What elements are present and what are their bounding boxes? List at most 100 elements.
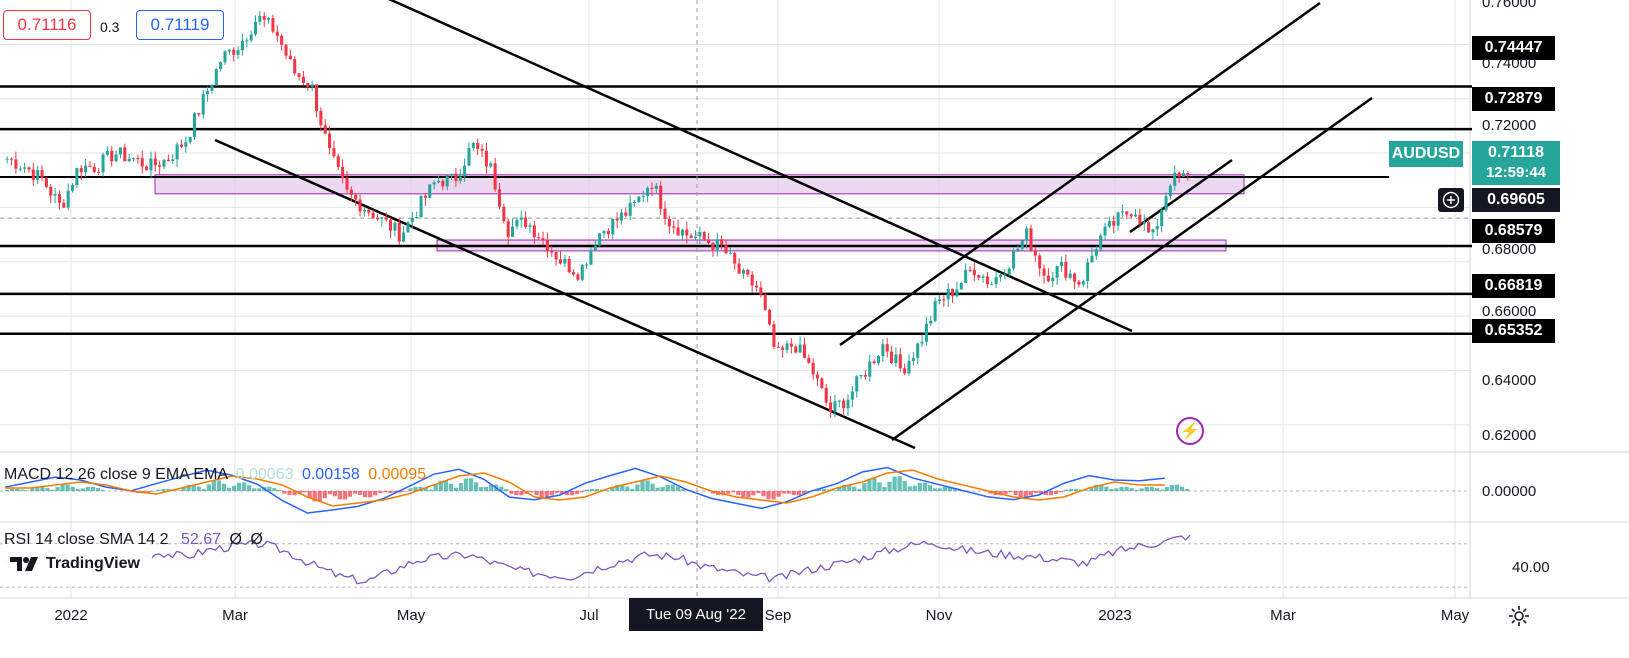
macd-line <box>4 466 1165 514</box>
macd-histogram-bar <box>1028 491 1033 496</box>
macd-signal-line <box>5 469 1165 507</box>
time-tick-3: Jul <box>579 607 599 624</box>
macd-histogram-bar <box>433 484 438 491</box>
candle-body <box>1055 265 1059 278</box>
macd-histogram-bar <box>942 486 948 491</box>
candle-body <box>62 202 66 208</box>
candle-body <box>903 368 907 374</box>
candle-body <box>362 209 366 212</box>
lightning-icon[interactable]: ⚡ <box>1176 417 1204 445</box>
candle-body <box>998 274 1003 278</box>
macd-histogram-bar <box>912 485 917 491</box>
candle-body <box>406 222 410 233</box>
candle-body <box>1003 274 1007 276</box>
macd-histogram-bar <box>186 484 191 491</box>
candle-body <box>1177 172 1181 177</box>
candle-body <box>863 375 867 377</box>
macd-histogram-bar <box>196 486 201 491</box>
macd-histogram-bar <box>549 491 554 496</box>
candle-body <box>589 250 593 265</box>
macd-histogram-bar <box>1013 491 1018 495</box>
candle-body <box>1186 173 1190 175</box>
candle-body <box>1142 222 1146 224</box>
macd-histogram-bar <box>287 491 292 496</box>
candle-body <box>855 376 859 392</box>
candle-body <box>680 229 684 236</box>
macd-histogram-bar <box>272 488 277 491</box>
candle-body <box>789 343 793 347</box>
candle-body <box>572 272 576 275</box>
candle-body <box>463 165 467 177</box>
current-price: 0.71118 <box>1487 144 1545 161</box>
macd-histogram-bar <box>559 491 564 494</box>
candle-body <box>924 323 928 342</box>
macd-histogram-bar <box>1084 490 1089 491</box>
candle-body <box>127 158 131 162</box>
macd-histogram-bar <box>821 488 827 491</box>
buy-price-box[interactable]: 0.71119 <box>136 10 224 40</box>
macd-histogram-bar <box>837 487 842 491</box>
macd-histogram-bar <box>907 486 912 491</box>
macd-histogram-bar <box>831 490 837 491</box>
macd-histogram-bar <box>100 489 106 491</box>
macd-histogram-bar <box>10 488 15 491</box>
candle-body <box>567 258 571 273</box>
rsi-ma-value: Ø <box>229 531 242 548</box>
macd-histogram-bar <box>30 488 35 491</box>
chart-settings-button[interactable] <box>1508 605 1530 627</box>
tradingview-logo[interactable]: TradingView <box>0 544 152 584</box>
macd-histogram-bar <box>247 485 252 491</box>
candle-body <box>724 245 728 254</box>
candle-body <box>1138 214 1142 224</box>
candle-body <box>1068 273 1072 278</box>
candle-body <box>850 391 854 400</box>
macd-histogram-bar <box>378 491 383 493</box>
macd-histogram-bar <box>605 490 610 491</box>
candle-body <box>511 226 515 237</box>
macd-histogram-bar <box>60 484 65 491</box>
candle-body <box>158 165 162 167</box>
candle-body <box>602 231 606 234</box>
macd-histogram-bar <box>40 486 45 491</box>
macd-histogram-bar <box>842 484 847 491</box>
candle-body <box>659 185 663 209</box>
macd-histogram-bar <box>489 484 494 491</box>
candle-body <box>49 186 53 196</box>
macd-histogram-bar <box>423 488 428 491</box>
candle-body <box>84 165 88 173</box>
macd-histogram-bar <box>473 482 479 491</box>
macd-histogram-bar <box>55 487 60 491</box>
macd-histogram-bar <box>1104 486 1109 491</box>
candle-body <box>1116 212 1120 226</box>
candle-body <box>389 219 393 231</box>
macd-histogram-bar <box>1068 488 1074 491</box>
candle-body <box>79 168 83 173</box>
macd-histogram-bar <box>620 484 625 491</box>
candle-body <box>885 344 889 352</box>
time-tick-6: 2023 <box>1098 607 1132 624</box>
candle-body <box>916 343 920 358</box>
candle-body <box>846 399 850 409</box>
price-tick-3: 0.68000 <box>1482 241 1537 258</box>
trend-line-3 <box>891 96 1373 442</box>
candle-body <box>253 21 258 35</box>
sell-price-box[interactable]: 0.71116 <box>3 10 91 40</box>
macd-histogram-bar <box>151 491 156 492</box>
candle-body <box>310 84 314 87</box>
candle-body <box>454 173 458 182</box>
macd-histogram-bar <box>660 487 665 491</box>
rsi-legend[interactable]: RSI 14 close SMA 14 2 52.67 Ø Ø <box>4 531 263 549</box>
macd-histogram-bar <box>479 487 484 491</box>
macd-histogram-bar <box>1134 489 1139 491</box>
candle-body <box>192 113 197 137</box>
macd-value-signal: 0.00095 <box>368 466 427 483</box>
macd-histogram-bar <box>1099 484 1104 491</box>
candle-body <box>336 156 340 167</box>
macd-legend[interactable]: MACD 12 26 close 9 EMA EMA 0.00063 0.001… <box>4 466 426 484</box>
macd-histogram-bar <box>766 491 771 500</box>
add-alert-button[interactable] <box>1438 188 1464 212</box>
macd-title: MACD 12 26 close 9 EMA EMA <box>4 466 228 483</box>
macd-histogram-bar <box>1149 486 1154 491</box>
candle-body <box>371 212 375 219</box>
